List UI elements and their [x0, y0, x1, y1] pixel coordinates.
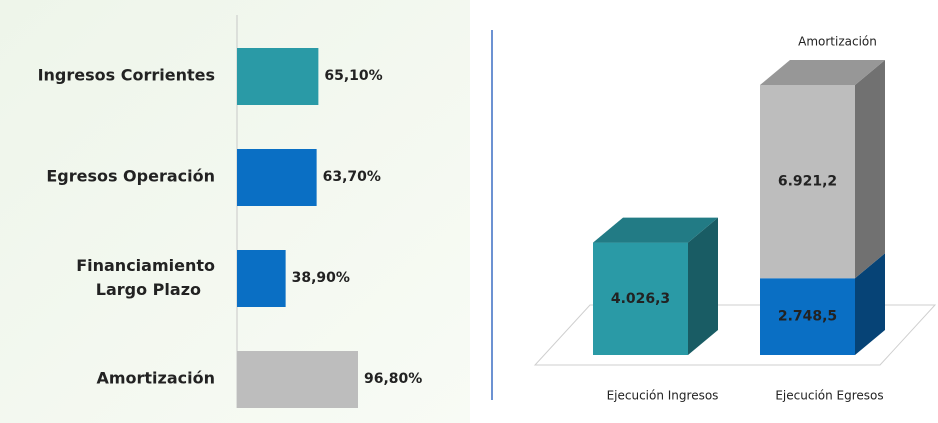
bar	[237, 250, 286, 307]
value-label: 6.921,2	[778, 174, 837, 190]
bar-front	[760, 278, 855, 355]
bar-front	[760, 85, 855, 279]
bar-side	[855, 60, 885, 279]
bar-top	[760, 60, 885, 85]
value-label: 65,10%	[324, 68, 382, 84]
value-label: 96,80%	[364, 371, 422, 387]
value-label: 2.748,5	[778, 309, 837, 325]
value-label: 4.026,3	[611, 291, 670, 307]
category-label: Egresos Operación	[46, 167, 215, 186]
panel-background	[0, 0, 470, 423]
bar-side	[688, 217, 718, 355]
bar-side	[855, 253, 885, 355]
category-label: Ejecución Egresos	[775, 389, 883, 403]
category-label: Ingresos Corrientes	[38, 66, 215, 85]
category-label: Amortización	[96, 369, 215, 388]
category-label: Ejecución Ingresos	[607, 389, 719, 403]
value-label: 38,90%	[292, 270, 350, 286]
value-label: 63,70%	[323, 169, 381, 185]
bar	[237, 149, 317, 206]
bar	[237, 48, 319, 105]
category-label: Financiamiento Largo Plazo	[76, 256, 215, 299]
bar-front	[593, 242, 688, 355]
bar	[237, 351, 358, 408]
bar-top	[593, 217, 718, 243]
segment-name: Amortización	[798, 35, 877, 49]
